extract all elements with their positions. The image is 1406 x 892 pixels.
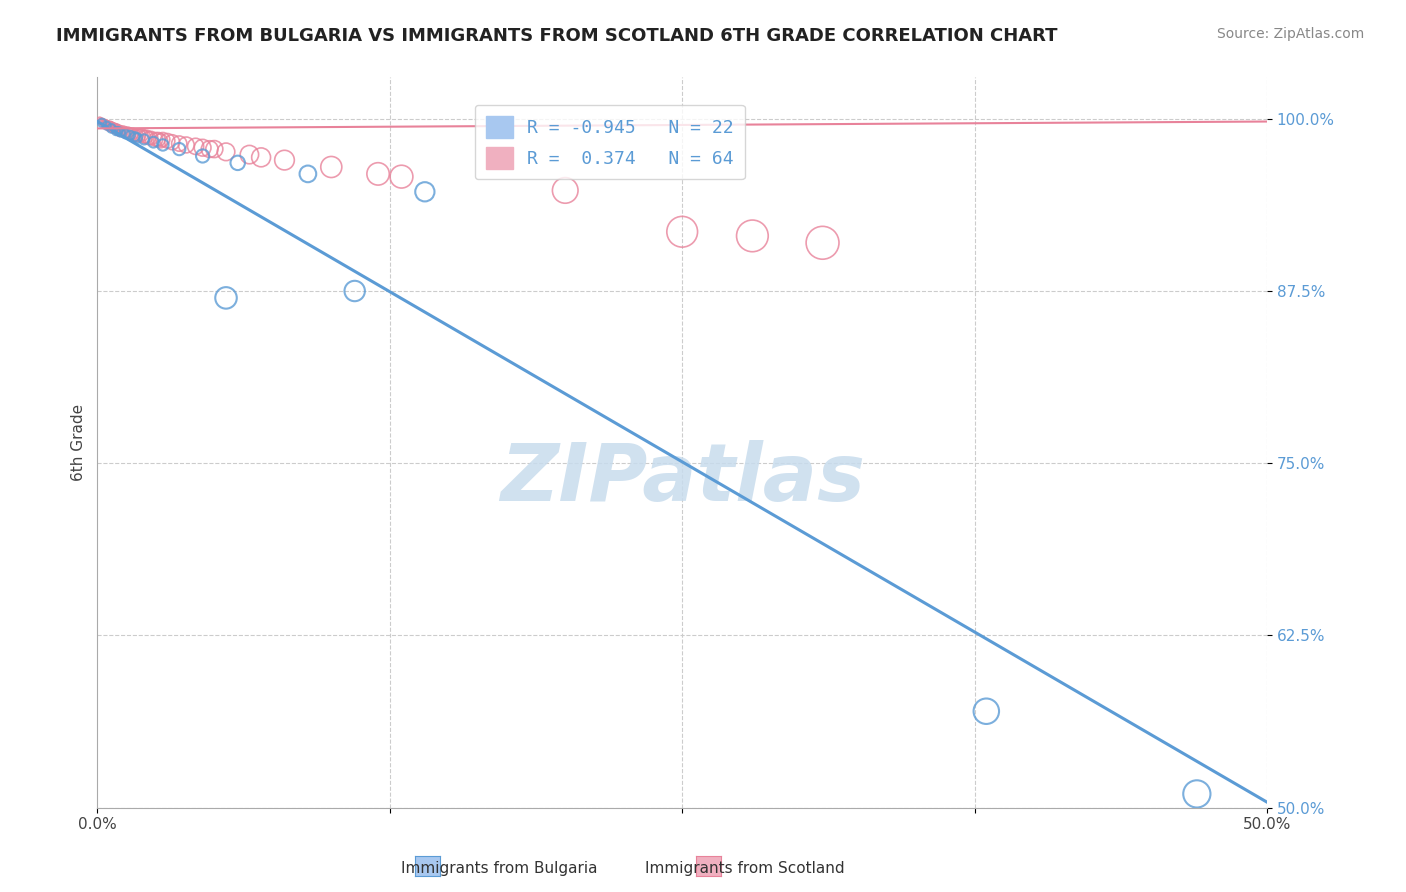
Point [138,131,160,145]
Point [167,142,190,156]
Point [104,121,127,136]
Point [554,183,576,197]
Point [124,129,146,144]
Point [127,131,149,145]
Point [96,119,118,133]
Point [146,132,169,146]
Point [96,117,118,131]
Point [100,120,122,134]
Point [96,117,118,131]
Point [160,135,183,149]
Point [94,117,117,131]
Point [97,119,120,133]
Point [104,121,127,136]
Point [134,129,156,144]
Point [202,142,225,156]
Y-axis label: 6th Grade: 6th Grade [72,404,86,481]
Point [91,116,114,130]
Text: ZIPatlas: ZIPatlas [499,440,865,518]
Point [98,119,121,133]
Point [741,228,763,243]
Text: IMMIGRANTS FROM BULGARIA VS IMMIGRANTS FROM SCOTLAND 6TH GRADE CORRELATION CHART: IMMIGRANTS FROM BULGARIA VS IMMIGRANTS F… [56,27,1057,45]
Point [91,116,114,130]
Point [134,132,156,146]
Point [98,119,121,133]
Point [120,127,142,141]
Point [105,124,128,138]
Point [321,160,343,174]
Point [121,127,143,141]
Point [110,124,132,138]
Point [273,153,295,167]
Point [367,167,389,181]
Point [811,235,834,250]
Point [114,127,136,141]
Point [105,123,128,137]
Point [413,185,436,199]
Point [124,128,146,143]
Point [976,704,998,718]
Point [238,147,260,161]
Point [97,119,120,133]
Point [101,120,124,134]
Point [114,126,136,140]
Point [108,124,131,138]
Point [117,126,139,140]
Text: Source: ZipAtlas.com: Source: ZipAtlas.com [1216,27,1364,41]
Point [94,117,117,131]
Point [149,134,172,148]
Point [226,156,249,170]
Point [152,138,174,153]
Point [90,114,112,128]
Point [343,284,366,298]
Point [145,132,167,146]
Point [120,128,142,143]
Point [191,141,214,155]
Point [191,149,214,163]
Legend: R = -0.945   N = 22, R =  0.374   N = 64: R = -0.945 N = 22, R = 0.374 N = 64 [475,104,745,179]
Point [127,128,149,143]
Text: Immigrants from Bulgaria: Immigrants from Bulgaria [401,862,598,876]
Point [142,135,165,149]
Point [141,131,163,145]
Point [101,120,124,134]
Point [184,139,207,153]
Point [107,124,129,138]
Point [103,121,125,136]
Point [91,114,114,128]
Point [107,123,129,137]
Point [89,113,111,128]
Point [98,120,121,134]
Point [128,128,150,143]
Point [100,121,122,136]
Point [103,121,125,136]
Point [250,150,273,164]
Point [100,120,122,134]
Point [112,124,135,138]
Point [135,129,157,144]
Point [152,132,174,146]
Point [671,225,693,239]
Point [1185,787,1208,801]
Point [215,291,238,305]
Point [174,138,197,153]
Point [167,136,190,151]
Point [198,142,221,156]
Point [105,121,128,136]
Point [93,116,115,130]
Point [156,134,179,148]
Point [98,119,121,133]
Point [297,167,319,181]
Point [131,128,153,143]
Point [215,145,238,159]
Text: Immigrants from Scotland: Immigrants from Scotland [645,862,845,876]
Point [391,169,413,184]
Point [110,126,132,140]
